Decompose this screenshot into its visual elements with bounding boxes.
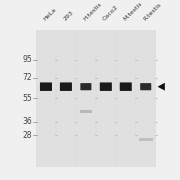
Text: M.testis: M.testis [122, 1, 143, 22]
FancyBboxPatch shape [80, 83, 91, 90]
FancyBboxPatch shape [40, 82, 52, 91]
Bar [136, 30, 155, 167]
Bar [37, 30, 55, 167]
Bar [96, 30, 115, 167]
Bar [57, 30, 75, 167]
Polygon shape [158, 83, 165, 91]
Text: 36: 36 [23, 117, 32, 126]
FancyBboxPatch shape [100, 82, 112, 91]
Text: 55: 55 [23, 94, 32, 103]
Text: H.testis: H.testis [82, 1, 103, 22]
Bar [77, 30, 95, 167]
Text: Caco2: Caco2 [102, 4, 120, 22]
Text: 95: 95 [23, 55, 32, 64]
Bar [36, 30, 156, 167]
Text: R.testis: R.testis [142, 2, 162, 22]
Text: HeLa: HeLa [42, 7, 57, 22]
FancyBboxPatch shape [140, 83, 151, 90]
Bar [139, 138, 153, 141]
Text: 28: 28 [23, 131, 32, 140]
Bar [80, 110, 92, 113]
Bar [116, 30, 135, 167]
FancyBboxPatch shape [120, 82, 132, 91]
FancyBboxPatch shape [60, 82, 72, 91]
Text: 293: 293 [62, 10, 74, 22]
Text: 72: 72 [23, 73, 32, 82]
